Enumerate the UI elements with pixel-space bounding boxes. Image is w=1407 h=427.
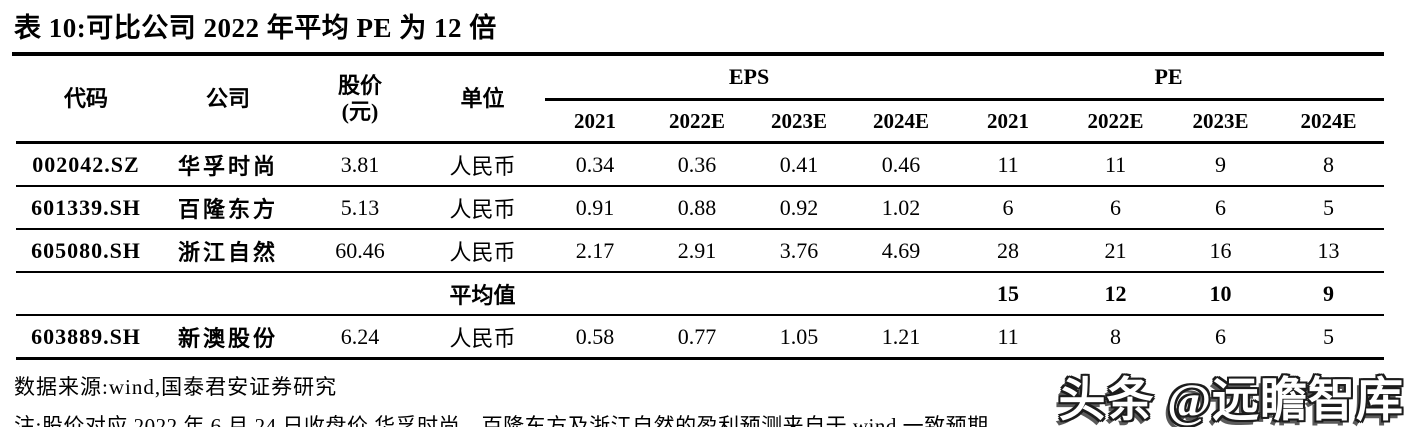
cell-eps-2023e: 1.05 <box>749 315 849 360</box>
header-price: 股价 (元) <box>300 56 420 144</box>
cell-eps-2024e: 1.21 <box>849 315 954 360</box>
table-row-xinao: 603889.SH 新澳股份 6.24 人民币 0.58 0.77 1.05 1… <box>16 315 1385 360</box>
cell-code: 605080.SH <box>16 229 156 273</box>
cell-code: 002042.SZ <box>16 142 156 187</box>
header-eps-2021: 2021 <box>545 99 645 144</box>
cell-pe-2022e: 6 <box>1063 186 1169 230</box>
cell-pe-2023e: 6 <box>1168 315 1274 360</box>
cell-eps-2022e: 0.77 <box>645 315 749 360</box>
cell-eps-2023e: 0.41 <box>749 142 849 187</box>
cell-eps-2024e: 4.69 <box>849 229 954 273</box>
table-row-zhejiang: 605080.SH 浙江自然 60.46 人民币 2.17 2.91 3.76 … <box>16 229 1385 273</box>
header-code: 代码 <box>16 56 156 144</box>
cell-eps-2021: 2.17 <box>545 229 645 273</box>
cell-eps-2021: 0.91 <box>545 186 645 230</box>
cell-pe-2023e: 6 <box>1168 186 1274 230</box>
cell-pe-2022e: 21 <box>1063 229 1169 273</box>
data-source-line: 数据来源:wind,国泰君安证券研究 <box>14 375 338 399</box>
table-row-bailong: 601339.SH 百隆东方 5.13 人民币 0.91 0.88 0.92 1… <box>16 186 1385 230</box>
cell-unit: 人民币 <box>420 142 545 187</box>
header-pe-2023e: 2023E <box>1168 99 1274 144</box>
cell-eps-2021: 0.58 <box>545 315 645 360</box>
table-title: 表 10:可比公司 2022 年平均 PE 为 12 倍 <box>12 0 1384 56</box>
cell-avg-pe-2022e: 12 <box>1063 272 1169 316</box>
cell-eps-2022e: 2.91 <box>645 229 749 273</box>
header-pe-group: PE <box>953 56 1385 101</box>
cell-avg-pe-2021: 15 <box>953 272 1064 316</box>
cell-eps-2022e: 0.88 <box>645 186 749 230</box>
cell-average-label: 平均值 <box>420 272 545 316</box>
cell-eps-2023e: 0.92 <box>749 186 849 230</box>
cell-pe-2023e: 16 <box>1168 229 1274 273</box>
cell-empty <box>300 272 420 316</box>
footnote-line: 注:股价对应 2022 年 6 月 24 日收盘价,华孚时尚、百隆东方及浙江自然… <box>14 414 989 427</box>
cell-empty <box>849 272 954 316</box>
cell-pe-2021: 6 <box>953 186 1064 230</box>
cell-company: 新澳股份 <box>156 315 300 360</box>
header-eps-2023e: 2023E <box>749 99 849 144</box>
cell-pe-2023e: 9 <box>1168 142 1274 187</box>
table-row-huafu: 002042.SZ 华孚时尚 3.81 人民币 0.34 0.36 0.41 0… <box>16 142 1385 187</box>
cell-price: 3.81 <box>300 142 420 187</box>
cell-empty <box>156 272 300 316</box>
header-company: 公司 <box>156 56 300 144</box>
cell-unit: 人民币 <box>420 186 545 230</box>
cell-empty <box>545 272 645 316</box>
header-eps-2022e: 2022E <box>645 99 749 144</box>
header-price-line2: (元) <box>341 98 379 124</box>
cell-pe-2024e: 5 <box>1273 186 1385 230</box>
cell-eps-2021: 0.34 <box>545 142 645 187</box>
cell-unit: 人民币 <box>420 229 545 273</box>
cell-price: 60.46 <box>300 229 420 273</box>
cell-eps-2022e: 0.36 <box>645 142 749 187</box>
cell-price: 5.13 <box>300 186 420 230</box>
cell-company: 百隆东方 <box>156 186 300 230</box>
header-price-line1: 股价 <box>337 73 382 99</box>
table-row-average: 平均值 15 12 10 9 <box>16 272 1385 316</box>
cell-eps-2024e: 0.46 <box>849 142 954 187</box>
cell-eps-2024e: 1.02 <box>849 186 954 230</box>
year-header-row: 2021 2022E 2023E 2024E 2021 2022E 2023E … <box>16 99 1385 144</box>
cell-avg-pe-2023e: 10 <box>1168 272 1274 316</box>
group-header-row: 代码 公司 股价 (元) 单位 EPS PE <box>16 56 1385 144</box>
cell-code: 603889.SH <box>16 315 156 360</box>
cell-company: 浙江自然 <box>156 229 300 273</box>
header-unit: 单位 <box>420 56 545 144</box>
watermark-toutiao-yuanzhan: 头条 @远瞻智库 <box>1058 375 1404 427</box>
cell-unit: 人民币 <box>420 315 545 360</box>
cell-pe-2024e: 13 <box>1273 229 1385 273</box>
header-eps-group: EPS <box>545 56 954 101</box>
cell-empty <box>645 272 749 316</box>
cell-empty <box>16 272 156 316</box>
cell-pe-2024e: 8 <box>1273 142 1385 187</box>
cell-pe-2022e: 8 <box>1063 315 1169 360</box>
cell-pe-2022e: 11 <box>1063 142 1169 187</box>
cell-pe-2021: 11 <box>953 142 1064 187</box>
header-pe-2022e: 2022E <box>1063 99 1169 144</box>
header-eps-2024e: 2024E <box>849 99 954 144</box>
cell-empty <box>749 272 849 316</box>
header-pe-2021: 2021 <box>953 99 1064 144</box>
cell-eps-2023e: 3.76 <box>749 229 849 273</box>
cell-pe-2021: 11 <box>953 315 1064 360</box>
cell-pe-2024e: 5 <box>1273 315 1385 360</box>
comparable-companies-table: 代码 公司 股价 (元) 单位 EPS PE 2021 2022E 2023E … <box>16 56 1385 360</box>
cell-code: 601339.SH <box>16 186 156 230</box>
cell-company: 华孚时尚 <box>156 142 300 187</box>
cell-price: 6.24 <box>300 315 420 360</box>
cell-avg-pe-2024e: 9 <box>1273 272 1385 316</box>
header-pe-2024e: 2024E <box>1273 99 1385 144</box>
cell-pe-2021: 28 <box>953 229 1064 273</box>
